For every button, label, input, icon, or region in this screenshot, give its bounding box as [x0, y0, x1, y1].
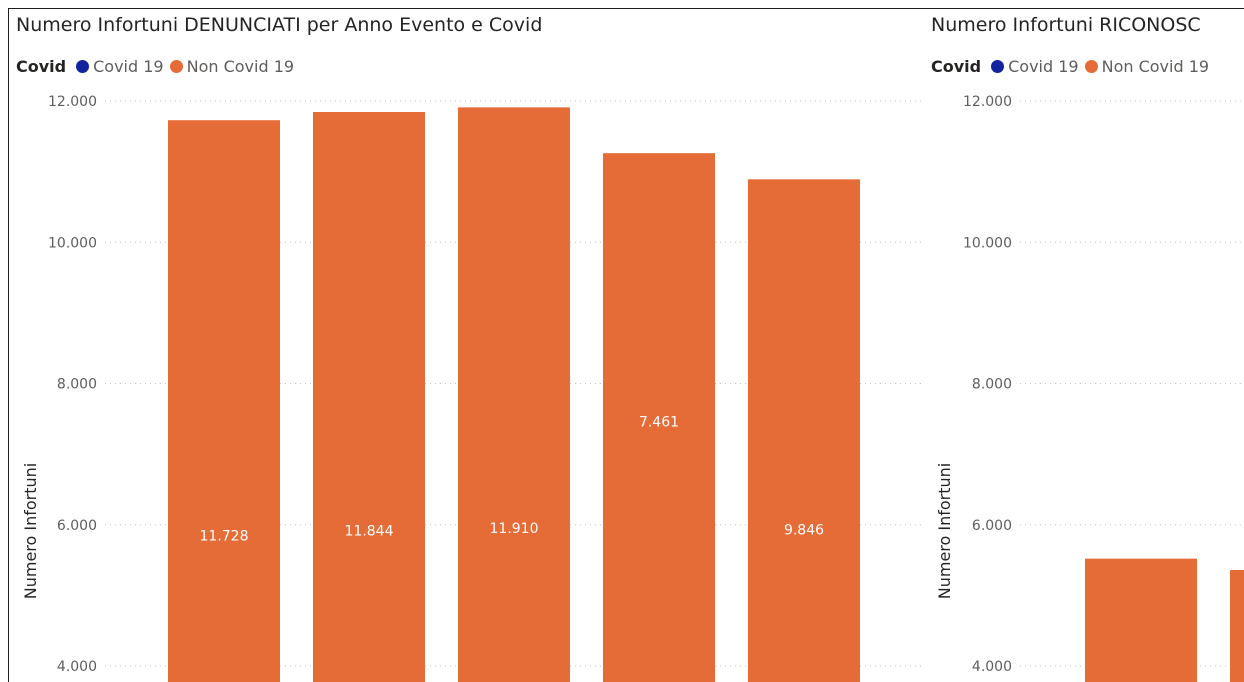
- legend-title: Covid: [16, 57, 67, 76]
- legend-dot-icon: [76, 60, 90, 73]
- chart-legend: Covid Covid 19 Non Covid 19: [931, 57, 1215, 76]
- bar-chart-riconosciuti: Numero Infortuni 12.000 10.000 8.000 6.000 4.…: [935, 94, 1244, 682]
- legend-label: Non Covid 19: [1101, 57, 1210, 76]
- left-y-tick-label: 4.000: [57, 659, 97, 675]
- left-bar[interactable]: [458, 107, 570, 682]
- left-bar[interactable]: [168, 120, 280, 682]
- right-y-tick-label: 6.000: [972, 518, 1012, 534]
- legend-label: Non Covid 19: [186, 57, 295, 76]
- chart-legend: Covid Covid 19 Non Covid 19: [16, 57, 300, 76]
- legend-label: Covid 19: [1008, 57, 1079, 76]
- left-data-label: 11.910: [490, 521, 539, 537]
- left-bar[interactable]: [748, 179, 860, 682]
- left-y-tick-label: 12.000: [48, 94, 97, 110]
- left-data-label: 9.846: [784, 523, 824, 539]
- left-y-tick-label: 8.000: [57, 377, 97, 393]
- legend-dot-icon: [169, 60, 183, 73]
- legend-label: Covid 19: [93, 57, 164, 76]
- right-y-tick-label: 4.000: [972, 659, 1012, 675]
- bar-chart-denunciati: Numero Infortuni 12.000 10.000 8.000 6.000 4.…: [21, 94, 921, 682]
- legend-dot-icon: [991, 60, 1005, 73]
- left-data-label: 7.461: [639, 415, 679, 431]
- chart-title: Numero Infortuni DENUNCIATI per Anno Eve…: [16, 14, 543, 36]
- legend-item-non-covid-19[interactable]: Non Covid 19: [1084, 57, 1210, 76]
- right-bar[interactable]: [1085, 558, 1197, 682]
- chart-title: Numero Infortuni RICONOSC: [931, 14, 1201, 36]
- left-data-label: 11.844: [345, 523, 394, 539]
- left-y-axis-label: Numero Infortuni: [21, 463, 40, 600]
- legend-item-covid-19[interactable]: Covid 19: [991, 57, 1079, 76]
- right-y-tick-label: 10.000: [963, 235, 1012, 251]
- legend-dot-icon: [1084, 60, 1098, 73]
- legend-title: Covid: [931, 57, 982, 76]
- left-y-tick-label: 10.000: [48, 235, 97, 251]
- right-y-axis-label: Numero Infortuni: [935, 463, 954, 600]
- right-y-tick-label: 8.000: [972, 377, 1012, 393]
- left-y-tick-label: 6.000: [57, 518, 97, 534]
- legend-item-covid-19[interactable]: Covid 19: [76, 57, 164, 76]
- right-y-tick-label: 12.000: [963, 94, 1012, 110]
- left-data-label: 11.728: [200, 528, 249, 544]
- chart-panel-riconosciuti: Numero Infortuni RICONOSC Covid Covid 19…: [924, 8, 1244, 682]
- legend-item-non-covid-19[interactable]: Non Covid 19: [169, 57, 295, 76]
- left-bar[interactable]: [603, 153, 715, 682]
- chart-panel-denunciati: Numero Infortuni DENUNCIATI per Anno Eve…: [8, 8, 925, 682]
- left-bar[interactable]: [313, 112, 425, 682]
- right-bar[interactable]: [1230, 569, 1244, 682]
